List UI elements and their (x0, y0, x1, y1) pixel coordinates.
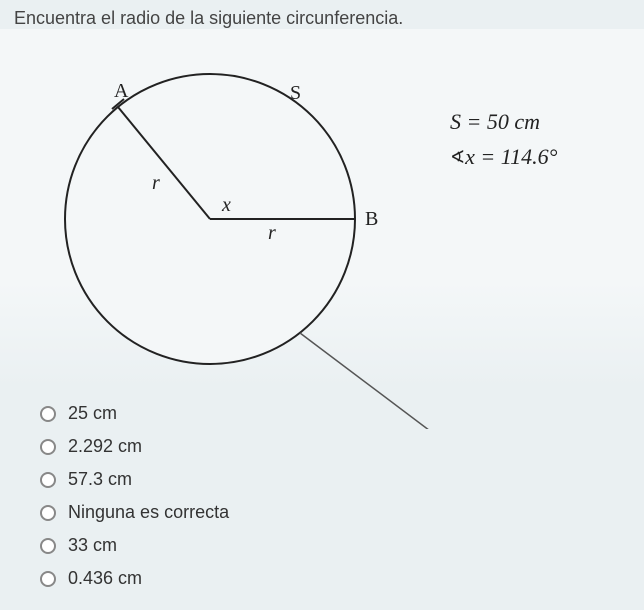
radio-icon (40, 505, 56, 521)
geometry-figure: A B S x r r (0, 29, 644, 429)
label-s: S (290, 82, 301, 104)
option-label: Ninguna es correcta (68, 502, 229, 523)
label-r1: r (152, 172, 160, 194)
tangent-line (300, 333, 640, 429)
radio-icon (40, 439, 56, 455)
label-b: B (365, 208, 378, 230)
option-label: 0.436 cm (68, 568, 142, 589)
option-label: 2.292 cm (68, 436, 142, 457)
given-x-label: x (465, 144, 475, 169)
given-values: S = 50 cm ∢x = 114.6° (450, 104, 557, 174)
option-5[interactable]: 0.436 cm (40, 562, 644, 595)
option-3[interactable]: Ninguna es correcta (40, 496, 644, 529)
radio-icon (40, 538, 56, 554)
radio-icon (40, 571, 56, 587)
question-text: Encuentra el radio de la siguiente circu… (0, 0, 644, 29)
option-2[interactable]: 57.3 cm (40, 463, 644, 496)
option-1[interactable]: 2.292 cm (40, 430, 644, 463)
option-label: 57.3 cm (68, 469, 132, 490)
quiz-container: Encuentra el radio de la siguiente circu… (0, 0, 644, 610)
figure-area: A B S x r r S = 50 cm ∢x = 114.6° (0, 29, 644, 389)
label-x: x (221, 194, 231, 216)
label-r2: r (268, 222, 276, 244)
angle-icon: ∢ (450, 147, 465, 167)
given-s-label: S (450, 109, 461, 134)
given-s-value: = 50 cm (467, 109, 541, 134)
option-label: 33 cm (68, 535, 117, 556)
radio-icon (40, 472, 56, 488)
label-a: A (114, 80, 129, 102)
given-x-value: = 114.6° (480, 144, 557, 169)
option-4[interactable]: 33 cm (40, 529, 644, 562)
